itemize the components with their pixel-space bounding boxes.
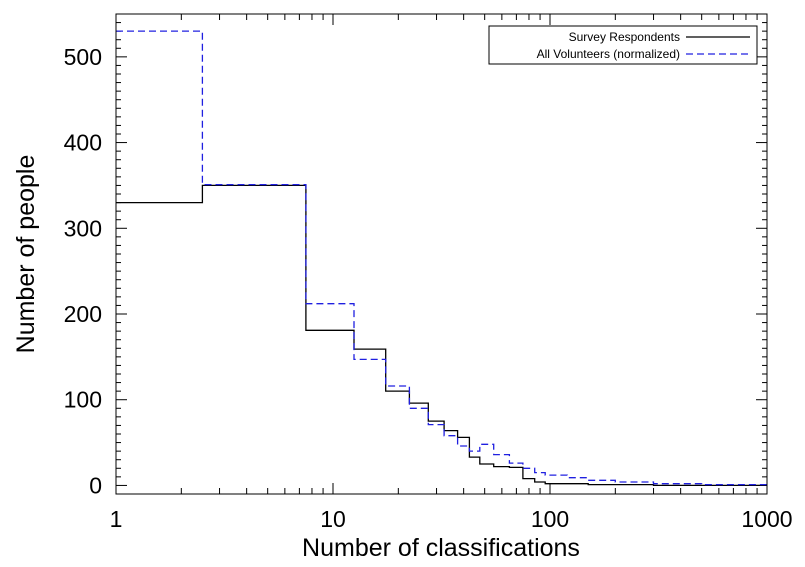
legend-label-survey-respondents: Survey Respondents: [569, 30, 680, 44]
y-axis-label: Number of people: [12, 155, 40, 354]
y-tick-label: 100: [64, 387, 102, 413]
x-tick-label: 1: [110, 506, 123, 532]
y-tick-label: 200: [64, 301, 102, 327]
y-tick-labels: 0 100 200 300 400 500: [64, 44, 102, 499]
x-axis-ticks: [115, 14, 758, 494]
y-tick-label: 400: [64, 130, 102, 156]
x-axis-label: Number of classifications: [302, 534, 580, 562]
y-tick-label: 500: [64, 44, 102, 70]
legend: Survey Respondents All Volunteers (norma…: [488, 25, 758, 65]
y-tick-label: 300: [64, 215, 102, 241]
y-tick-label: 0: [89, 472, 102, 498]
plot-frame: [115, 13, 768, 495]
x-tick-labels: 1 10 100 1000: [110, 506, 793, 532]
series-line-survey-respondents: [116, 184, 767, 487]
series-line-all-volunteers: [116, 30, 767, 486]
legend-label-all-volunteers: All Volunteers (normalized): [537, 47, 680, 61]
x-tick-label: 10: [320, 506, 346, 532]
x-tick-label: 100: [531, 506, 569, 532]
legend-box: [488, 25, 758, 65]
y-axis-ticks: [116, 22, 767, 486]
series-layer: [116, 30, 767, 487]
x-tick-label: 1000: [741, 506, 792, 532]
